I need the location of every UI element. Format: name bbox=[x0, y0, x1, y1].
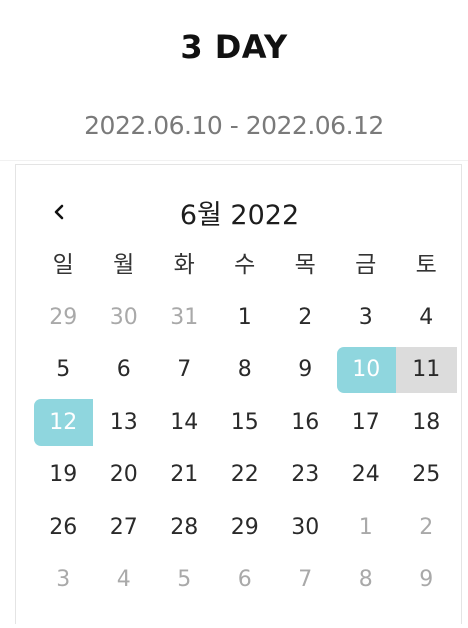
day-cell[interactable]: 18 bbox=[412, 409, 441, 435]
weekday-label: 목 bbox=[294, 252, 316, 278]
weekday-header-row: 일 월 화 수 목 금 토 bbox=[16, 245, 468, 285]
day-cell[interactable]: 19 bbox=[49, 462, 78, 488]
day-cell[interactable]: 26 bbox=[49, 514, 78, 540]
day-cell-outside-month[interactable]: 30 bbox=[109, 304, 138, 330]
day-cell-outside-month[interactable]: 1 bbox=[358, 514, 373, 540]
day-cell[interactable]: 4 bbox=[419, 304, 434, 330]
day-cell-range-start[interactable]: 10 bbox=[336, 346, 396, 393]
day-cell[interactable]: 25 bbox=[412, 462, 441, 488]
day-cell[interactable]: 5 bbox=[56, 357, 71, 383]
day-cell-outside-month[interactable]: 6 bbox=[237, 567, 252, 593]
calendar-header: 6월 2022 bbox=[16, 191, 463, 231]
weekday-label: 수 bbox=[234, 252, 256, 278]
day-cell-outside-month[interactable]: 8 bbox=[358, 567, 373, 593]
month-label: 6월 2022 bbox=[179, 200, 300, 231]
day-cell-outside-month[interactable]: 5 bbox=[177, 567, 192, 593]
day-cell-outside-month[interactable]: 31 bbox=[170, 304, 199, 330]
day-grid: 29 30 31 1 2 3 4 5 6 7 8 9 10 11 12 13 14 15 16 17 18 19 20 21 2… bbox=[33, 291, 457, 606]
day-cell[interactable]: 1 bbox=[237, 304, 252, 330]
day-cell[interactable]: 17 bbox=[351, 409, 380, 435]
day-cell-range-end[interactable]: 12 bbox=[34, 399, 93, 446]
day-cell[interactable]: 27 bbox=[109, 514, 138, 540]
day-cell[interactable]: 3 bbox=[358, 304, 373, 330]
day-cell[interactable]: 16 bbox=[291, 409, 320, 435]
day-cell-outside-month[interactable]: 7 bbox=[298, 567, 313, 593]
day-cell[interactable]: 21 bbox=[170, 462, 199, 488]
weekday-label: 금 bbox=[355, 252, 377, 278]
selected-date-range: 2022.06.10 - 2022.06.12 bbox=[84, 111, 384, 140]
day-cell[interactable]: 28 bbox=[170, 514, 199, 540]
day-cell[interactable]: 8 bbox=[237, 357, 252, 383]
day-cell[interactable]: 30 bbox=[291, 514, 320, 540]
chevron-left-icon bbox=[54, 204, 64, 220]
day-cell[interactable]: 6 bbox=[116, 357, 131, 383]
day-cell[interactable]: 23 bbox=[291, 462, 320, 488]
day-cell-outside-month[interactable]: 2 bbox=[419, 514, 434, 540]
day-cell-outside-month[interactable]: 4 bbox=[116, 567, 131, 593]
weekday-label: 월 bbox=[113, 252, 135, 278]
day-cell[interactable]: 9 bbox=[298, 357, 313, 383]
day-cell-outside-month[interactable]: 3 bbox=[56, 567, 71, 593]
day-cell[interactable]: 7 bbox=[177, 357, 192, 383]
divider bbox=[0, 160, 468, 161]
day-cell-in-range[interactable]: 11 bbox=[396, 346, 457, 393]
day-cell[interactable]: 20 bbox=[109, 462, 138, 488]
day-cell[interactable]: 22 bbox=[230, 462, 259, 488]
page-title: 3 DAY bbox=[180, 28, 288, 66]
prev-month-button[interactable] bbox=[44, 197, 74, 227]
day-cell[interactable]: 14 bbox=[170, 409, 199, 435]
day-cell[interactable]: 24 bbox=[351, 462, 380, 488]
day-cell[interactable]: 29 bbox=[230, 514, 259, 540]
day-cell[interactable]: 2 bbox=[298, 304, 313, 330]
calendar: 6월 2022 일 월 화 수 목 금 토 29 30 31 1 2 3 4 5 6 7 8 9 10 1… bbox=[15, 164, 462, 624]
day-cell-outside-month[interactable]: 9 bbox=[419, 567, 434, 593]
day-cell[interactable]: 15 bbox=[230, 409, 259, 435]
day-cell-outside-month[interactable]: 29 bbox=[49, 304, 78, 330]
weekday-label: 일 bbox=[52, 252, 74, 278]
weekday-label: 화 bbox=[173, 252, 195, 278]
day-cell[interactable]: 13 bbox=[109, 409, 138, 435]
weekday-label: 토 bbox=[415, 252, 437, 278]
